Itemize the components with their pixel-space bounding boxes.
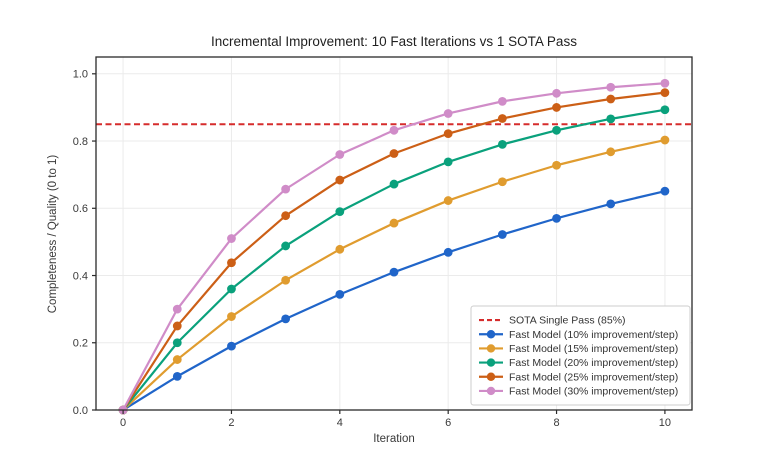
- y-tick-label: 0.8: [73, 136, 88, 148]
- data-point: [443, 109, 453, 118]
- legend-item-label: Fast Model (20% improvement/step): [509, 357, 678, 369]
- data-point: [281, 211, 291, 221]
- data-point: [335, 175, 345, 185]
- data-point: [172, 321, 182, 331]
- data-point: [606, 199, 616, 209]
- data-point: [552, 160, 561, 170]
- data-point: [172, 371, 182, 381]
- data-point: [281, 184, 291, 194]
- data-point: [443, 196, 453, 205]
- data-point: [497, 114, 507, 123]
- data-point: [335, 244, 345, 254]
- legend-item-label: Fast Model (30% improvement/step): [509, 385, 678, 397]
- legend-sample-marker: [486, 344, 496, 353]
- legend-item-label: Fast Model (15% improvement/step): [509, 343, 678, 355]
- data-point: [552, 125, 561, 135]
- data-point: [497, 140, 507, 149]
- data-point: [172, 355, 182, 364]
- legend-box: [470, 305, 691, 406]
- data-point: [335, 207, 345, 217]
- data-point: [389, 218, 399, 228]
- data-point: [281, 314, 291, 324]
- data-point: [335, 289, 345, 299]
- data-point: [552, 88, 561, 98]
- data-point: [660, 135, 670, 145]
- data-point: [497, 96, 507, 106]
- legend-item-label: Fast Model (10% improvement/step): [509, 329, 678, 341]
- legend-sample-marker: [486, 358, 496, 367]
- data-point: [227, 258, 236, 268]
- data-point: [660, 105, 670, 115]
- data-point: [389, 149, 399, 158]
- y-tick-label: 0.0: [73, 405, 88, 417]
- data-point: [227, 312, 236, 321]
- data-point: [172, 338, 182, 348]
- data-point: [227, 341, 236, 351]
- data-point: [606, 82, 616, 92]
- data-point: [281, 241, 291, 251]
- data-point: [172, 304, 182, 314]
- y-axis-label: Completeness / Quality (0 to 1): [47, 155, 59, 314]
- data-point: [227, 284, 236, 294]
- y-tick-label: 1.0: [73, 69, 88, 81]
- data-point: [660, 78, 670, 88]
- x-tick-label: 6: [445, 417, 451, 429]
- x-tick-label: 10: [659, 417, 671, 429]
- legend-item-label: Fast Model (25% improvement/step): [509, 371, 678, 383]
- plot-border: [95, 56, 693, 411]
- y-tick-label: 0.6: [73, 203, 88, 215]
- data-point: [281, 275, 291, 285]
- data-point: [660, 88, 670, 98]
- legend-sample-marker: [486, 372, 496, 381]
- data-point: [227, 234, 236, 243]
- data-point: [552, 213, 561, 223]
- data-point: [335, 150, 345, 159]
- x-tick-label: 2: [228, 417, 234, 429]
- x-axis-label: Iteration: [373, 433, 415, 445]
- data-point: [497, 177, 507, 187]
- legend-sample-marker: [486, 386, 496, 396]
- data-point: [389, 179, 399, 189]
- x-tick-label: 4: [337, 417, 343, 429]
- legend: SOTA Single Pass (85%) Fast Model (10% im…: [470, 305, 691, 406]
- data-point: [389, 267, 399, 277]
- y-tick-label: 0.2: [73, 338, 88, 350]
- data-point: [497, 230, 507, 239]
- y-tick-label: 0.4: [73, 270, 88, 282]
- legend-sample-marker: [486, 330, 496, 339]
- data-point: [389, 125, 399, 135]
- data-point: [443, 129, 453, 139]
- data-point: [606, 94, 616, 104]
- chart-title: Incremental Improvement: 10 Fast Iterati…: [211, 34, 577, 49]
- x-tick-label: 8: [553, 417, 559, 429]
- data-point: [443, 157, 453, 167]
- data-point: [606, 147, 616, 157]
- legend-item-label: SOTA Single Pass (85%): [509, 315, 626, 327]
- chart-generated-content: 0 2 4 6 8 10 0.0 0.2 0.4 0.6 0.8 1.0 SOTA Single Pas…: [73, 56, 693, 429]
- x-tick-label: 0: [120, 417, 126, 429]
- data-point: [660, 186, 670, 196]
- data-point: [606, 114, 616, 124]
- data-point: [443, 247, 453, 257]
- data-point: [552, 103, 561, 112]
